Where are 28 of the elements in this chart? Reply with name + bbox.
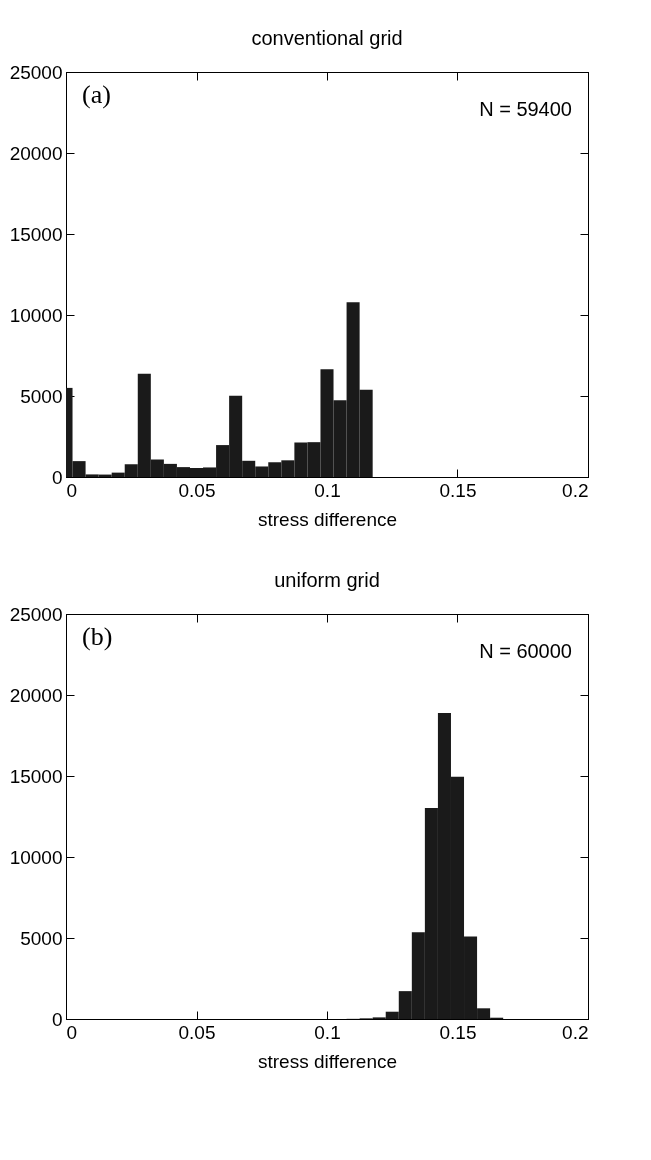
x-tick-label: 0.05 bbox=[178, 1021, 216, 1043]
y-tick-label: 15000 bbox=[9, 223, 63, 245]
x-tick-label: 0 bbox=[66, 1021, 78, 1043]
y-tick-label: 5000 bbox=[20, 927, 63, 949]
x-tick-label: 0.15 bbox=[439, 1021, 477, 1043]
y-tick-label: 10000 bbox=[9, 304, 63, 326]
x-tick-label: 0.1 bbox=[314, 1021, 341, 1043]
x-tick-label: 0.2 bbox=[562, 479, 589, 501]
y-tick-label: 15000 bbox=[9, 765, 63, 787]
chart-title: uniform grid bbox=[274, 569, 380, 591]
x-axis-title: stress difference bbox=[257, 508, 398, 530]
y-tick-label: 25000 bbox=[9, 603, 63, 625]
x-tick-label: 0.15 bbox=[439, 479, 477, 501]
y-tick-label: 5000 bbox=[20, 385, 63, 407]
y-tick-label: 20000 bbox=[9, 142, 63, 164]
annotation: N = 59400 bbox=[479, 98, 572, 120]
y-tick-label: 10000 bbox=[9, 846, 63, 868]
x-tick-label: 0.1 bbox=[314, 479, 341, 501]
x-tick-label: 0.05 bbox=[178, 479, 216, 501]
x-axis-title: stress difference bbox=[257, 1050, 398, 1072]
annotation: (b) bbox=[82, 622, 113, 651]
x-tick-label: 0.2 bbox=[562, 1021, 589, 1043]
y-tick-label: 20000 bbox=[9, 684, 63, 706]
annotation: (a) bbox=[82, 80, 111, 109]
annotation: N = 60000 bbox=[479, 640, 572, 662]
x-tick-label: 0 bbox=[66, 479, 78, 501]
y-tick-label: 25000 bbox=[9, 61, 63, 83]
chart-title: conventional grid bbox=[251, 27, 403, 49]
